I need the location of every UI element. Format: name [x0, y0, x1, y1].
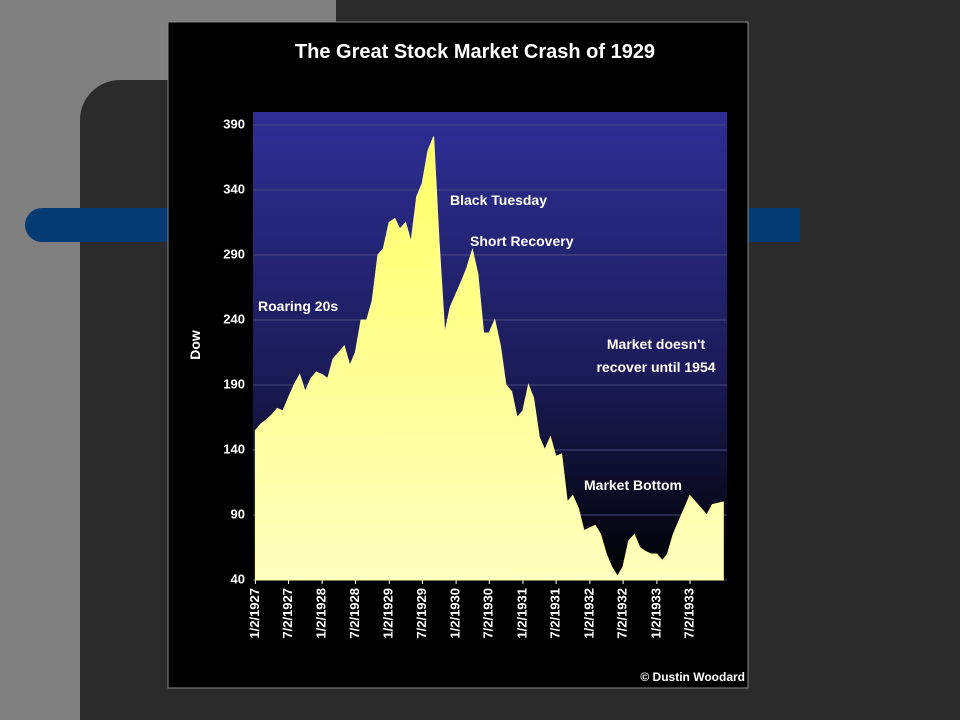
y-axis-label: Dow [187, 330, 203, 360]
x-tick-label: 1/2/1929 [381, 588, 396, 639]
area [254, 136, 724, 581]
x-tick-label: 7/2/1932 [615, 588, 630, 639]
x-tick-label: 1/2/1930 [448, 588, 463, 639]
x-tick-label: 1/2/1928 [314, 588, 329, 639]
x-tick-label: 7/2/1931 [548, 588, 563, 639]
x-tick-label: 1/2/1931 [514, 588, 529, 639]
x-tick-label: 7/2/1928 [347, 588, 362, 639]
y-tick-label: 140 [223, 441, 245, 456]
x-tick-label: 1/2/1927 [247, 588, 262, 639]
annotation: recover until 1954 [596, 359, 715, 375]
annotation: Roaring 20s [258, 298, 338, 314]
y-tick-label: 190 [223, 376, 245, 391]
y-tick-label: 390 [223, 116, 245, 131]
x-tick-label: 7/2/1930 [481, 588, 496, 639]
x-tick-label: 1/2/1932 [581, 588, 596, 639]
y-tick-label: 90 [231, 506, 245, 521]
annotation: Short Recovery [470, 233, 574, 249]
credit: © Dustin Woodard [640, 670, 745, 684]
x-tick-label: 7/2/1933 [681, 588, 696, 639]
y-tick-label: 290 [223, 246, 245, 261]
chart-title: The Great Stock Market Crash of 1929 [295, 41, 655, 63]
y-tick-label: 240 [223, 311, 245, 326]
x-tick-label: 7/2/1927 [280, 588, 295, 639]
annotation: Market doesn't [607, 336, 706, 352]
x-tick-label: 7/2/1929 [414, 588, 429, 639]
y-tick-label: 340 [223, 181, 245, 196]
annotation: Market Bottom [584, 477, 682, 493]
x-tick-label: 1/2/1933 [648, 588, 663, 639]
y-tick-label: 40 [231, 571, 245, 586]
annotation: Black Tuesday [450, 192, 547, 208]
